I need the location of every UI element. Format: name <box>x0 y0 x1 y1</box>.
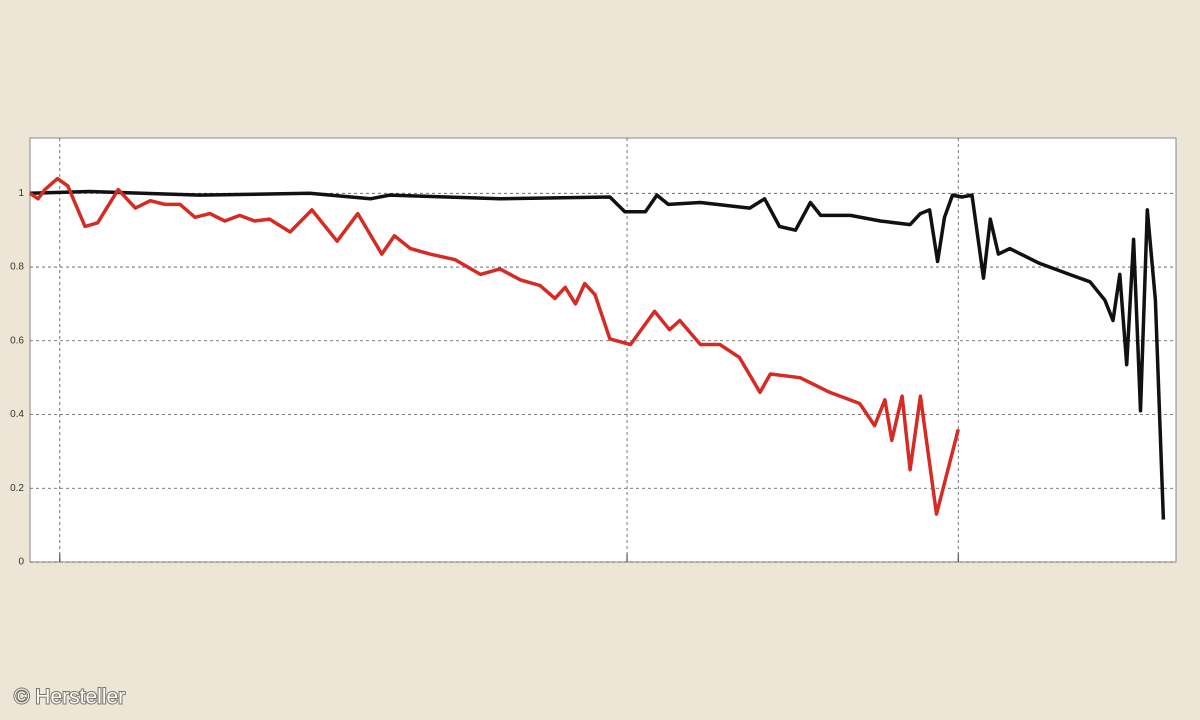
data-line <box>29 176 960 516</box>
y-tick-label: 0.4 <box>10 409 24 420</box>
y-tick-label: 0.2 <box>10 483 24 494</box>
y-tick-label: 1 <box>18 188 24 199</box>
y-tick-label: 0 <box>18 557 24 568</box>
y-tick-label: 0.8 <box>10 262 24 273</box>
data-line <box>29 189 1166 520</box>
plot-area <box>29 137 1177 563</box>
credit: © Hersteller <box>14 686 125 709</box>
y-tick-label: 0.6 <box>10 335 24 346</box>
